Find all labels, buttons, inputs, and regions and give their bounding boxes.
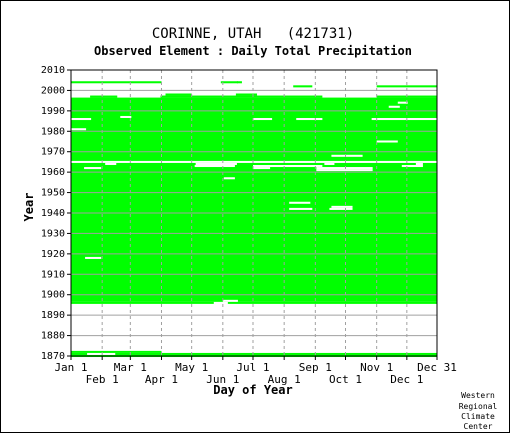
x-tick-label: Sep 1 — [299, 361, 332, 374]
y-tick-label: 1960 — [41, 167, 65, 178]
y-tick-label: 2010 — [41, 65, 65, 76]
y-tick-label: 2000 — [41, 85, 65, 96]
x-tick-label: Jul 1 — [236, 361, 269, 374]
y-tick-label: 1930 — [41, 228, 65, 239]
missing-period-gap — [105, 162, 117, 165]
missing-period-gap — [388, 105, 400, 108]
missing-period-gap — [289, 201, 311, 204]
missing-period-gap — [222, 299, 238, 302]
missing-period-gap — [84, 167, 102, 170]
observed-period-bar — [90, 95, 118, 98]
x-tick-label: Aug 1 — [268, 373, 301, 386]
observed-period-bar — [227, 301, 437, 304]
y-tick-label: 1880 — [41, 331, 65, 342]
x-tick-label: Nov 1 — [360, 361, 393, 374]
x-tick-label: Apr 1 — [145, 373, 178, 386]
observed-period-bar — [235, 93, 258, 96]
missing-period-gap — [371, 118, 437, 121]
observed-period-bar — [71, 97, 437, 161]
y-tick-label: 1940 — [41, 208, 65, 219]
missing-period-gap — [331, 154, 363, 157]
missing-period-gap — [252, 118, 273, 121]
missing-period-gap — [331, 205, 353, 208]
missing-period-gap — [120, 115, 132, 118]
missing-period-gap — [401, 164, 423, 168]
y-tick-label: 1900 — [41, 290, 65, 301]
observed-period-bar — [71, 352, 88, 355]
missing-period-gap — [289, 207, 313, 210]
observed-period-bar — [71, 81, 162, 84]
credit-block: Western Regional Climate Center — [459, 391, 498, 431]
observed-period-bar — [236, 81, 242, 84]
chart-subtitle: Observed Element : Daily Total Precipita… — [94, 44, 412, 58]
data-layer — [71, 81, 438, 358]
missing-period-gap — [296, 118, 323, 121]
x-tick-label: Jun 1 — [206, 373, 239, 386]
observed-period-bar — [160, 95, 323, 98]
credit-line: Center — [464, 422, 493, 431]
missing-period-gap — [194, 164, 235, 168]
missing-period-gap — [397, 101, 408, 104]
axes-layer: 1870 1880 1890 1900 1910 1920 1930 1940 1950 1960… — [41, 65, 457, 386]
observed-period-bar — [71, 162, 437, 302]
x-tick-label: Dec 31 — [417, 361, 457, 374]
observed-period-bar — [71, 350, 162, 353]
y-axis-label: Year — [22, 193, 36, 222]
x-axis-label: Day of Year — [213, 383, 292, 397]
chart-title: CORINNE, UTAH (421731) — [152, 26, 354, 42]
missing-period-gap — [329, 207, 353, 210]
y-tick-label: 1980 — [41, 126, 65, 137]
y-tick-label: 1970 — [41, 147, 65, 158]
missing-period-gap — [71, 118, 92, 121]
missing-period-gap — [252, 164, 323, 168]
observed-period-bar — [293, 85, 313, 88]
missing-period-gap — [85, 256, 102, 259]
observed-period-bar — [71, 301, 214, 304]
y-tick-label: 1870 — [41, 351, 65, 362]
missing-period-gap — [376, 140, 398, 143]
x-tick-label: May 1 — [175, 361, 208, 374]
y-tick-label: 1920 — [41, 249, 65, 260]
missing-period-gap — [195, 162, 237, 165]
missing-period-gap — [316, 167, 373, 170]
missing-period-gap — [324, 162, 335, 165]
credit-line: Western — [461, 391, 495, 400]
missing-period-gap — [415, 162, 423, 165]
y-tick-label: 1950 — [41, 188, 65, 199]
y-tick-label: 1910 — [41, 269, 65, 280]
x-tick-label: Mar 1 — [114, 361, 147, 374]
observed-period-bar — [376, 85, 437, 88]
grid-layer — [70, 69, 438, 357]
missing-period-gap — [252, 167, 271, 170]
observed-period-bar — [165, 93, 192, 96]
credit-line: Regional — [459, 402, 498, 411]
y-tick-label: 1890 — [41, 310, 65, 321]
x-tick-label: Feb 1 — [86, 373, 119, 386]
missing-period-gap — [223, 177, 235, 180]
x-tick-label: Jan 1 — [54, 361, 87, 374]
x-tick-label: Oct 1 — [329, 373, 362, 386]
y-tick-label: 1990 — [41, 106, 65, 117]
credit-line: Climate — [461, 412, 495, 421]
observed-period-bar — [220, 81, 238, 84]
missing-period-gap — [71, 128, 87, 131]
observed-period-bar — [115, 352, 438, 355]
missing-period-gap — [316, 169, 373, 172]
x-tick-label: Dec 1 — [390, 373, 423, 386]
